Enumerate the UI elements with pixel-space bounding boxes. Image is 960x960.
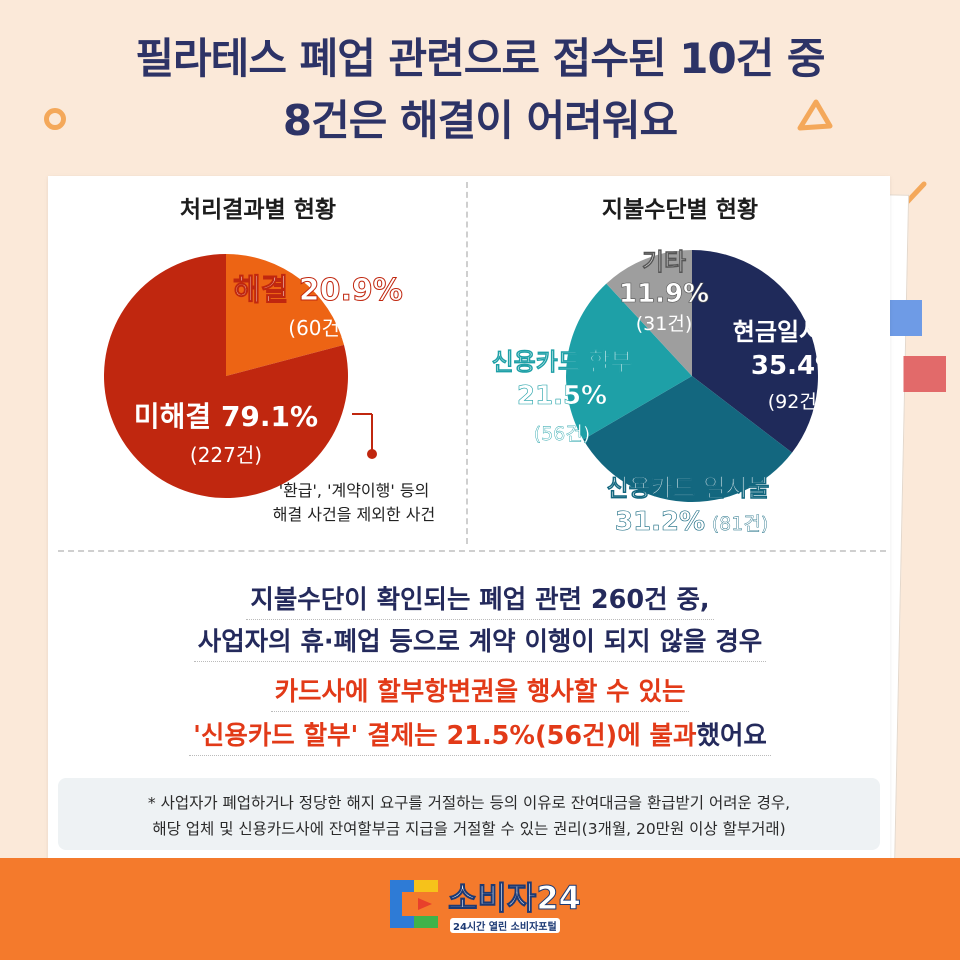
vertical-divider: [466, 182, 468, 544]
footer-bar: [0, 858, 960, 960]
payment-slice-0: [692, 250, 818, 453]
payment-slice-3: [606, 250, 692, 376]
slice-name-cash: 현금일시불: [733, 318, 843, 346]
page-title-line2: 8건은 해결이 어려워요: [282, 96, 678, 145]
consumer24-logo-icon: [390, 880, 438, 928]
slice-count-resolved: (60건): [288, 316, 347, 340]
message-line3: 카드사에 할부항변권을 행사할 수 있는: [0, 672, 960, 712]
payment-slice-2: [566, 283, 692, 440]
chart2-title: 지불수단별 현황: [601, 197, 759, 223]
chart1-title: 처리결과별 현황: [179, 197, 337, 223]
message-line1: 지불수단이 확인되는 폐업 관련 260건 중,: [0, 580, 960, 620]
footnote-box: * 사업자가 폐업하거나 정당한 해지 요구를 거절하는 등의 이유로 잔여대금…: [58, 778, 880, 850]
pie-chart-payment: [566, 250, 818, 503]
page-title-line1: 필라테스 폐업 관련으로 접수된 10건 중: [135, 34, 825, 83]
message-line4-highlight: '신용카드 할부' 결제는 21.5%(56건)에 불과: [193, 721, 697, 751]
slice-name-card-lump: 신용카드 일시불: [607, 474, 770, 502]
logo-subtext: 24시간 열린 소비자포털: [450, 918, 560, 933]
payment-slice-1: [583, 376, 793, 503]
slice-percent-cash: 35.4%: [751, 351, 841, 381]
decorative-triangle-icon: [797, 99, 833, 131]
pie-chart-result: [103, 254, 348, 498]
slice-label-resolved: 해결 20.9%: [233, 273, 403, 308]
slice-count-unresolved: (227건): [190, 443, 262, 467]
slice-name-installment: 신용카드 할부: [492, 348, 633, 376]
slice-percent-other: 11.9%: [619, 279, 709, 309]
slice-count-card-lump: (81건): [712, 513, 768, 535]
logo-text: 소비자24: [448, 879, 582, 917]
annotation-dot: [367, 449, 377, 459]
slice-percent-card-lump: 31.2%: [615, 507, 705, 537]
footnote-line2: 해당 업체 및 신용카드사에 잔여할부금 지급을 거절할 수 있는 권리(3개월…: [152, 820, 786, 838]
decorative-circle: [44, 108, 66, 130]
result-slice-1: [103, 254, 348, 498]
slice-label-unresolved: 미해결 79.1%: [134, 400, 318, 433]
slice-count-installment: (56건): [534, 423, 590, 445]
horizontal-divider: [58, 550, 886, 552]
slice-percent-installment: 21.5%: [517, 381, 607, 411]
message-line4: '신용카드 할부' 결제는 21.5%(56건)에 불과했어요: [0, 716, 960, 756]
annotation-text-line1: '환급', '계약이행' 등의: [279, 481, 430, 500]
slice-name-other: 기타: [642, 248, 686, 276]
result-slice-0: [226, 254, 344, 376]
annotation-text-line2: 해결 사건을 제외한 사건: [273, 505, 435, 524]
slice-count-cash: (92건): [768, 391, 824, 413]
slice-count-other: (31건): [636, 313, 692, 335]
footnote-line1: * 사업자가 폐업하거나 정당한 해지 요구를 거절하는 등의 이유로 잔여대금…: [147, 794, 791, 812]
message-line4-tail: 했어요: [696, 721, 767, 751]
message-line2: 사업자의 휴·폐업 등으로 계약 이행이 되지 않을 경우: [0, 622, 960, 662]
